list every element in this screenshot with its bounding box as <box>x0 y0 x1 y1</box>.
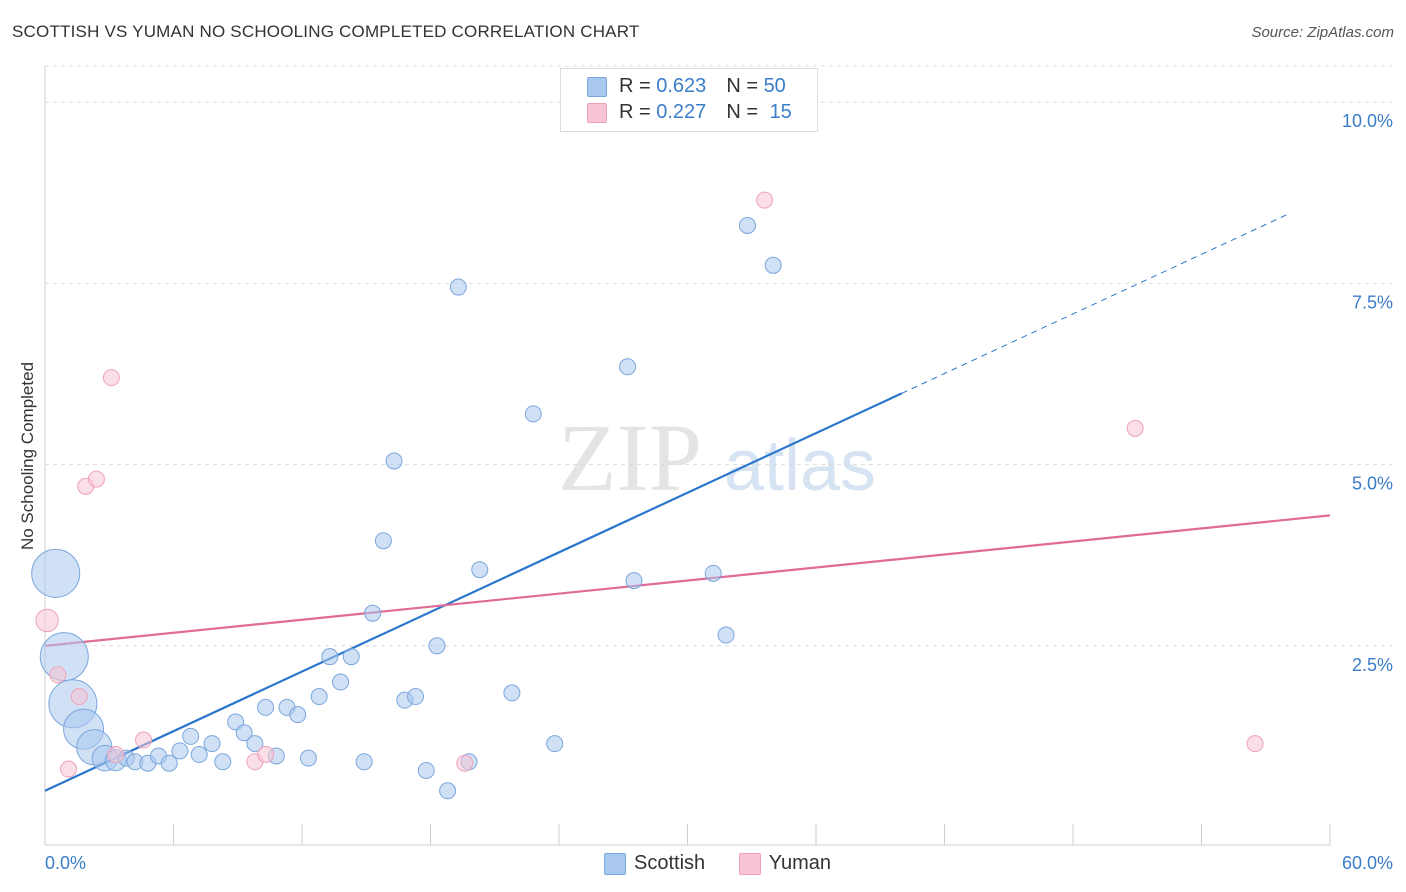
scottish-point <box>439 782 457 800</box>
scottish-point <box>625 572 643 590</box>
scottish-point <box>31 548 81 598</box>
scottish-trendline <box>44 392 903 792</box>
scottish-point <box>764 256 782 274</box>
y-axis-label: No Schooling Completed <box>18 362 37 550</box>
scottish-point <box>214 753 232 771</box>
scottish-point <box>619 358 637 376</box>
scottish-point <box>546 735 564 753</box>
scottish-point <box>355 753 373 771</box>
legend-n-value: 50 <box>763 75 786 97</box>
legend-row-yuman: R = 0.227 N = 15 <box>587 101 792 127</box>
scottish-point <box>289 706 307 724</box>
legend-swatch-scottish <box>587 76 607 97</box>
scottish-point <box>503 684 521 702</box>
legend-swatch-yuman <box>587 102 607 123</box>
bottom-legend-label-yuman: Yuman <box>768 852 831 874</box>
scottish-point <box>310 688 328 706</box>
legend-r-value: 0.227 <box>656 101 707 123</box>
x-tick-label: 60.0% <box>1342 853 1393 873</box>
legend-row-scottish: R = 0.623 N = 50 <box>587 75 786 101</box>
yuman-point <box>1126 419 1144 437</box>
legend: R = 0.623 N = 50 R = 0.227 N = 15 <box>560 68 818 132</box>
chart-title: SCOTTISH VS YUMAN NO SCHOOLING COMPLETED… <box>12 22 640 41</box>
yuman-point <box>87 470 105 488</box>
yuman-point <box>107 746 125 764</box>
scottish-point <box>321 648 339 666</box>
scottish-point <box>342 648 360 666</box>
scottish-point <box>190 746 208 764</box>
bottom-legend-label-scottish: Scottish <box>634 852 706 874</box>
legend-r-label: R = <box>619 75 657 97</box>
scottish-point <box>364 604 382 622</box>
scottish-point <box>160 754 178 772</box>
yuman-point <box>49 666 67 684</box>
yuman-point <box>135 731 153 749</box>
yuman-point <box>257 746 275 764</box>
y-tick-label: 5.0% <box>1352 474 1393 494</box>
scottish-trendline-extension <box>901 214 1288 394</box>
scottish-point <box>428 637 446 655</box>
scottish-point <box>171 742 189 760</box>
yuman-point <box>60 760 78 778</box>
scottish-point <box>332 673 350 691</box>
y-tick-label: 10.0% <box>1342 111 1393 131</box>
scottish-point <box>246 735 264 753</box>
bottom-legend-swatch-yuman <box>738 852 761 875</box>
watermark-zip: ZIP <box>558 404 702 511</box>
legend-n-value: 15 <box>769 101 792 123</box>
yuman-point <box>70 688 88 706</box>
bottom-legend-yuman: Yuman <box>738 852 831 875</box>
source-label: Source: ZipAtlas.com <box>1251 24 1394 41</box>
legend-r-value: 0.623 <box>656 75 707 97</box>
scottish-point <box>374 532 392 550</box>
scottish-point <box>417 761 435 779</box>
y-tick-label: 2.5% <box>1352 655 1393 675</box>
yuman-trendline <box>44 514 1331 647</box>
scottish-point <box>738 216 756 234</box>
scottish-point <box>182 727 200 745</box>
scottish-point <box>471 561 489 579</box>
scottish-point <box>235 724 253 742</box>
legend-n-label: N = <box>726 75 764 97</box>
scottish-point <box>203 735 221 753</box>
yuman-point <box>456 754 474 772</box>
yuman-point <box>1246 735 1264 753</box>
scottish-point <box>704 564 722 582</box>
legend-n-label: N = <box>726 101 764 123</box>
scottish-point <box>385 452 403 470</box>
bottom-legend-scottish: Scottish <box>604 852 705 875</box>
bottom-legend: Scottish Yuman <box>604 852 859 875</box>
y-tick-label: 7.5% <box>1352 292 1393 312</box>
scottish-point <box>449 278 467 296</box>
yuman-point <box>756 191 774 209</box>
bottom-legend-swatch-scottish <box>604 852 626 875</box>
scottish-point <box>257 698 275 716</box>
scottish-point <box>407 688 425 706</box>
x-tick-label: 0.0% <box>45 853 86 873</box>
yuman-point <box>102 369 120 387</box>
scottish-point <box>299 749 317 767</box>
scottish-point <box>717 626 735 644</box>
scottish-point <box>524 405 542 423</box>
watermark-atlas: atlas <box>724 426 876 506</box>
yuman-point <box>35 608 59 633</box>
legend-r-label: R = <box>619 101 657 123</box>
